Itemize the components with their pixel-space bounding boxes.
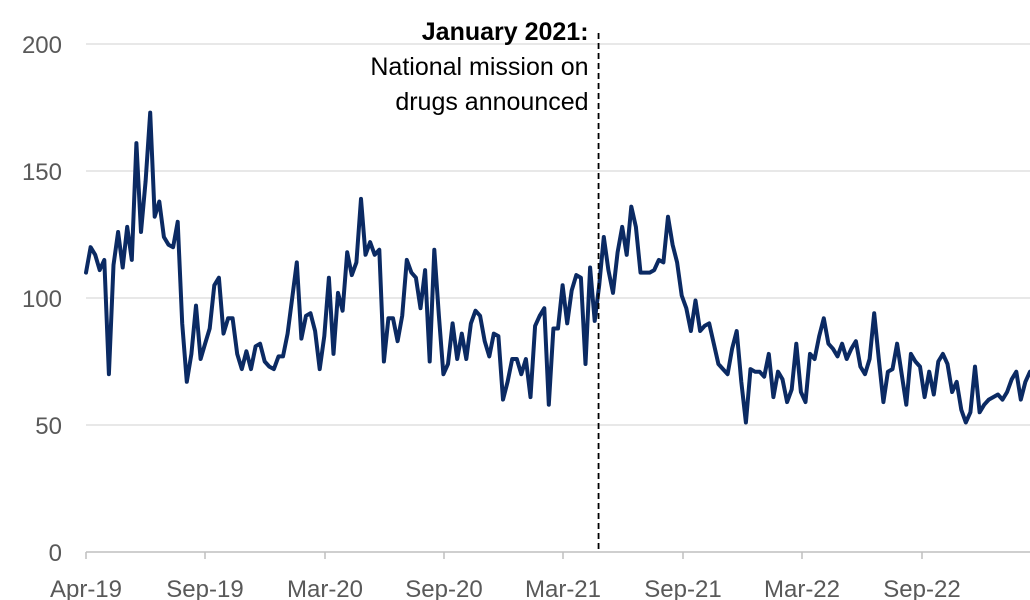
x-tick-label: Mar-22 (764, 576, 840, 600)
y-tick-label: 50 (35, 413, 62, 440)
x-tick-label: Sep-21 (644, 576, 721, 600)
y-tick-label: 200 (22, 32, 62, 59)
x-tick-label: Apr-19 (50, 576, 122, 600)
y-tick-label: 100 (22, 286, 62, 313)
x-tick-label: Sep-20 (405, 576, 482, 600)
x-tick-label: Mar-21 (525, 576, 601, 600)
gridlines (86, 43, 1030, 426)
annotation-line2: drugs announced (395, 88, 588, 116)
x-tick-label: Sep-22 (883, 576, 960, 600)
y-tick-label: 150 (22, 159, 62, 186)
y-tick-label: 0 (49, 540, 62, 567)
annotation-title: January 2021: (422, 18, 589, 46)
series-line (84, 110, 1030, 425)
y-axis: 0 50 100 150 200 (22, 32, 62, 567)
x-tick-label: Mar-20 (287, 576, 363, 600)
annotation-line1: National mission on (370, 53, 588, 81)
x-axis: Apr-19 Sep-19 Mar-20 Sep-20 Mar-21 Sep-21 Mar-… (50, 551, 1030, 600)
x-tick-label: Sep-19 (166, 576, 243, 600)
